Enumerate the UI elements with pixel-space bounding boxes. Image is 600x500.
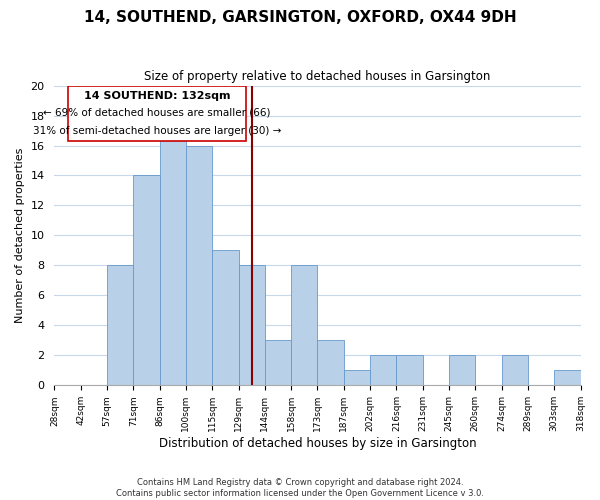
Text: 31% of semi-detached houses are larger (30) →: 31% of semi-detached houses are larger (… <box>33 126 281 136</box>
X-axis label: Distribution of detached houses by size in Garsington: Distribution of detached houses by size … <box>158 437 476 450</box>
Bar <box>370 356 397 386</box>
Bar <box>107 266 133 386</box>
Bar <box>317 340 344 386</box>
Bar <box>291 266 317 386</box>
Bar <box>212 250 239 386</box>
Bar <box>554 370 581 386</box>
FancyBboxPatch shape <box>68 86 247 141</box>
Bar <box>186 146 212 386</box>
Title: Size of property relative to detached houses in Garsington: Size of property relative to detached ho… <box>144 70 491 83</box>
Bar <box>502 356 528 386</box>
Bar <box>397 356 422 386</box>
Bar <box>160 130 186 386</box>
Y-axis label: Number of detached properties: Number of detached properties <box>15 148 25 323</box>
Bar <box>265 340 291 386</box>
Text: ← 69% of detached houses are smaller (66): ← 69% of detached houses are smaller (66… <box>43 108 271 118</box>
Text: 14 SOUTHEND: 132sqm: 14 SOUTHEND: 132sqm <box>84 91 230 101</box>
Bar <box>449 356 475 386</box>
Text: Contains HM Land Registry data © Crown copyright and database right 2024.
Contai: Contains HM Land Registry data © Crown c… <box>116 478 484 498</box>
Bar <box>133 176 160 386</box>
Bar <box>344 370 370 386</box>
Bar <box>239 266 265 386</box>
Text: 14, SOUTHEND, GARSINGTON, OXFORD, OX44 9DH: 14, SOUTHEND, GARSINGTON, OXFORD, OX44 9… <box>83 10 517 25</box>
